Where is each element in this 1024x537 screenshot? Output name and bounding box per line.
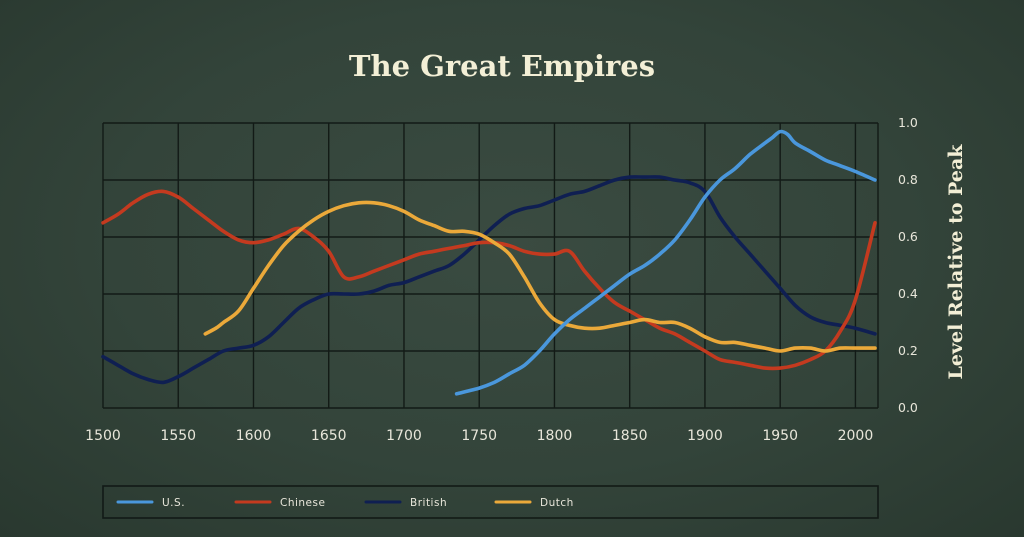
legend-label-dutch: Dutch — [540, 497, 574, 509]
x-tick-label-6: 1800 — [537, 428, 573, 444]
legend-label-chinese: Chinese — [280, 497, 325, 509]
legend: U.S. Chinese British Dutch — [116, 497, 574, 509]
series-lines — [101, 129, 877, 396]
x-tick-label-0: 1500 — [85, 428, 121, 444]
legend-label-british: British — [410, 497, 447, 509]
y-tick-label-5: 1.0 — [898, 115, 918, 130]
series-line-chinese — [101, 189, 877, 371]
y-tick-label-3: 0.6 — [898, 229, 918, 244]
x-tick-label-4: 1700 — [386, 428, 422, 444]
y-tick-label-1: 0.2 — [898, 343, 918, 358]
x-tick-label-9: 1950 — [762, 428, 798, 444]
axis-ticks: 1500 1550 1600 1650 1700 1750 1800 1850 1900 1950… — [85, 115, 918, 444]
legend-box — [102, 485, 879, 519]
y-tick-label-2: 0.4 — [898, 286, 918, 301]
x-tick-label-2: 1600 — [236, 428, 272, 444]
x-tick-label-7: 1850 — [612, 428, 648, 444]
x-tick-label-1: 1550 — [160, 428, 196, 444]
x-tick-label-8: 1900 — [687, 428, 723, 444]
legend-label-us: U.S. — [162, 497, 185, 509]
x-tick-label-5: 1750 — [461, 428, 497, 444]
series-line-british — [101, 175, 877, 385]
y-tick-label-4: 0.8 — [898, 172, 918, 187]
y-tick-label-0: 0.0 — [898, 400, 918, 415]
y-axis-label: Level Relative to Peak — [945, 144, 967, 380]
x-tick-label-10: 2000 — [838, 428, 874, 444]
series-line-us — [454, 129, 877, 396]
chart-title: The Great Empires — [349, 49, 655, 83]
x-tick-label-3: 1650 — [311, 428, 347, 444]
series-line-dutch — [203, 200, 877, 353]
